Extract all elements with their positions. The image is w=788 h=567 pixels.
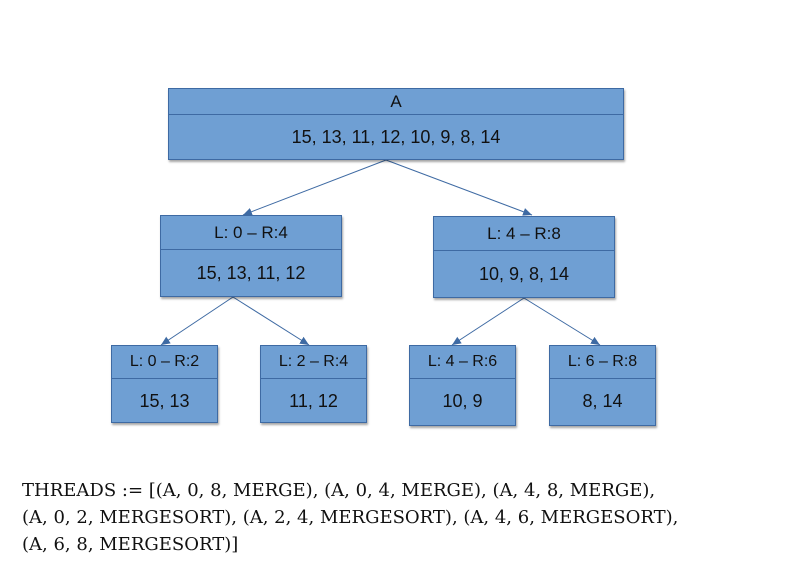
node-values: 15, 13, 11, 12, 10, 9, 8, 14 (291, 126, 501, 147)
node-values: 8, 14 (582, 390, 623, 411)
edge-left-to-b (232, 296, 310, 346)
node-values: 10, 9 (442, 390, 483, 411)
node-values: 10, 9, 8, 14 (478, 263, 570, 284)
edge-right-to-d (523, 297, 601, 346)
node-values: 15, 13, 11, 12 (196, 262, 306, 283)
node-header: L: 0 – R:4 (161, 216, 341, 250)
node-values: 15, 13 (139, 390, 190, 411)
node-header: L: 2 – R:4 (261, 346, 366, 379)
node-header: L: 4 – R:8 (434, 217, 614, 251)
node-values: 11, 12 (289, 390, 338, 411)
tree-node-leaf-6-8: L: 6 – R:8 8, 14 (549, 345, 656, 426)
tree-node-leaf-2-4: L: 2 – R:4 11, 12 (260, 345, 367, 423)
tree-node-right: L: 4 – R:8 10, 9, 8, 14 (433, 216, 615, 298)
edge-right-to-c (451, 297, 525, 346)
threads-definition: THREADS := [(A, 0, 8, MERGE), (A, 0, 4, … (22, 480, 679, 555)
tree-node-leaf-4-6: L: 4 – R:6 10, 9 (409, 345, 516, 426)
tree-node-leaf-0-2: L: 0 – R:2 15, 13 (111, 345, 218, 423)
node-header: L: 6 – R:8 (550, 346, 655, 379)
node-header: L: 0 – R:2 (112, 346, 217, 379)
edge-root-to-left (242, 159, 387, 216)
tree-node-left: L: 0 – R:4 15, 13, 11, 12 (160, 215, 342, 297)
node-header: L: 4 – R:6 (410, 346, 515, 379)
node-header: A (169, 89, 623, 115)
edge-left-to-a (160, 296, 234, 346)
edge-root-to-right (385, 159, 533, 216)
tree-node-root: A 15, 13, 11, 12, 10, 9, 8, 14 (168, 88, 624, 160)
